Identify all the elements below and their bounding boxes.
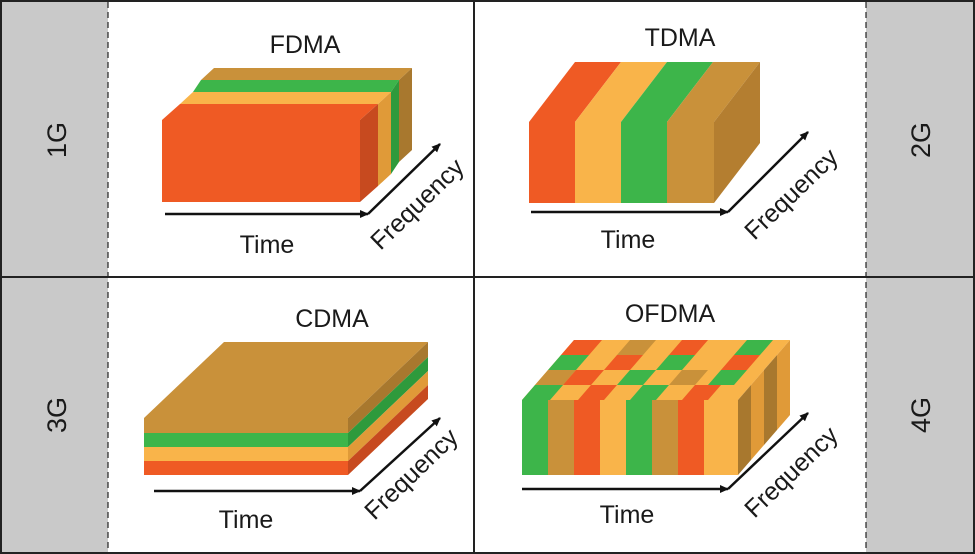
ofdma-front-stripe <box>548 400 574 475</box>
panel-ofdma: OFDMA <box>522 300 844 529</box>
generation-label-3g: 3G <box>42 397 72 433</box>
ofdma-front-stripe <box>626 400 652 475</box>
cdma-side-layer-orange <box>348 371 428 461</box>
ofdma-top-cell <box>682 385 721 400</box>
generation-label-4g: 4G <box>906 397 936 433</box>
ofdma-top-cell <box>669 340 708 355</box>
cdma-block <box>144 342 428 475</box>
ofdma-top-cell <box>535 370 576 385</box>
fdma-title: FDMA <box>270 31 341 59</box>
ofdma-top-cell <box>669 370 708 385</box>
fdma-top-stripe-red <box>162 104 378 120</box>
tdma-front-seg-green <box>621 122 667 203</box>
fdma-side-stripe-red <box>360 104 378 202</box>
ofdma-time-label: Time <box>600 501 655 529</box>
ofdma-top-cell <box>617 340 656 355</box>
tdma-side-face <box>714 62 760 203</box>
fdma-time-label: Time <box>240 231 295 259</box>
ofdma-top-cell <box>630 385 669 400</box>
ofdma-top-cell <box>734 340 773 355</box>
ofdma-top-cell <box>548 355 589 370</box>
ofdma-top-cell <box>604 355 643 370</box>
ofdma-top-cell <box>522 385 563 400</box>
generation-label-1g: 1G <box>42 122 72 158</box>
ofdma-top-cell <box>721 355 760 370</box>
cdma-title: CDMA <box>295 305 369 333</box>
ofdma-top-cell <box>561 340 602 355</box>
fdma-top-stripe-orange <box>180 92 391 104</box>
ofdma-block <box>522 340 790 475</box>
fdma-side-stripe-green <box>391 80 399 174</box>
cdma-frequency-arrow <box>359 417 441 492</box>
fdma-front-face <box>162 120 360 202</box>
fdma-frequency-arrow <box>367 143 441 215</box>
cdma-layer-orange <box>144 447 348 461</box>
tdma-top-seg-tan <box>667 62 760 122</box>
tdma-front-seg-orange <box>575 122 621 203</box>
ofdma-side-stripe <box>777 340 790 430</box>
ofdma-side-stripe <box>764 355 777 445</box>
tdma-frequency-arrow <box>727 131 809 213</box>
cdma-side-layer-tan <box>348 342 428 433</box>
cdma-top-face <box>144 342 428 418</box>
ofdma-side-stripe <box>751 370 764 460</box>
fdma-side-stripe-tan <box>399 68 412 162</box>
tdma-top-seg-red <box>529 62 621 122</box>
tdma-frequency-label: Frequency <box>739 143 844 246</box>
fdma-top-stripe-tan <box>201 68 412 80</box>
panel-cdma: CDMA Time Frequency <box>144 305 464 534</box>
ofdma-side-stripe <box>738 385 751 475</box>
cdma-layer-red <box>144 461 348 475</box>
tdma-time-label: Time <box>601 226 656 254</box>
cdma-layer-tan <box>144 418 348 433</box>
tdma-title: TDMA <box>645 24 716 52</box>
cdma-time-label: Time <box>219 506 274 534</box>
ofdma-top-cell <box>656 355 695 370</box>
ofdma-front-stripe <box>704 400 738 475</box>
cdma-side-layer-green <box>348 357 428 447</box>
tdma-front-seg-tan <box>667 122 714 203</box>
ofdma-front-stripe <box>522 400 548 475</box>
ofdma-top-cell <box>578 385 617 400</box>
ofdma-title: OFDMA <box>625 300 716 328</box>
generation-label-2g: 2G <box>906 122 936 158</box>
panel-fdma: FDMA Time Frequency <box>162 31 470 259</box>
ofdma-front-stripe <box>574 400 600 475</box>
fdma-block <box>162 68 412 202</box>
fdma-side-stripe-orange <box>378 92 391 186</box>
ofdma-top-cell <box>617 370 656 385</box>
ofdma-front-stripe <box>678 400 704 475</box>
ofdma-top-face <box>522 340 790 400</box>
ofdma-top-cell <box>563 370 604 385</box>
ofdma-frequency-arrow <box>727 412 809 490</box>
ofdma-front-stripe <box>600 400 626 475</box>
panel-tdma: TDMA Time Frequency <box>529 24 844 254</box>
tdma-front-seg-red <box>529 122 575 203</box>
ofdma-front-stripe <box>652 400 678 475</box>
tdma-block <box>529 62 760 203</box>
fdma-top-stripe-green <box>193 80 399 92</box>
tdma-top-seg-orange <box>575 62 667 122</box>
cdma-side-layer-red <box>348 385 428 475</box>
ofdma-top-cell <box>708 370 747 385</box>
tdma-top-seg-green <box>621 62 713 122</box>
cdma-layer-green <box>144 433 348 447</box>
